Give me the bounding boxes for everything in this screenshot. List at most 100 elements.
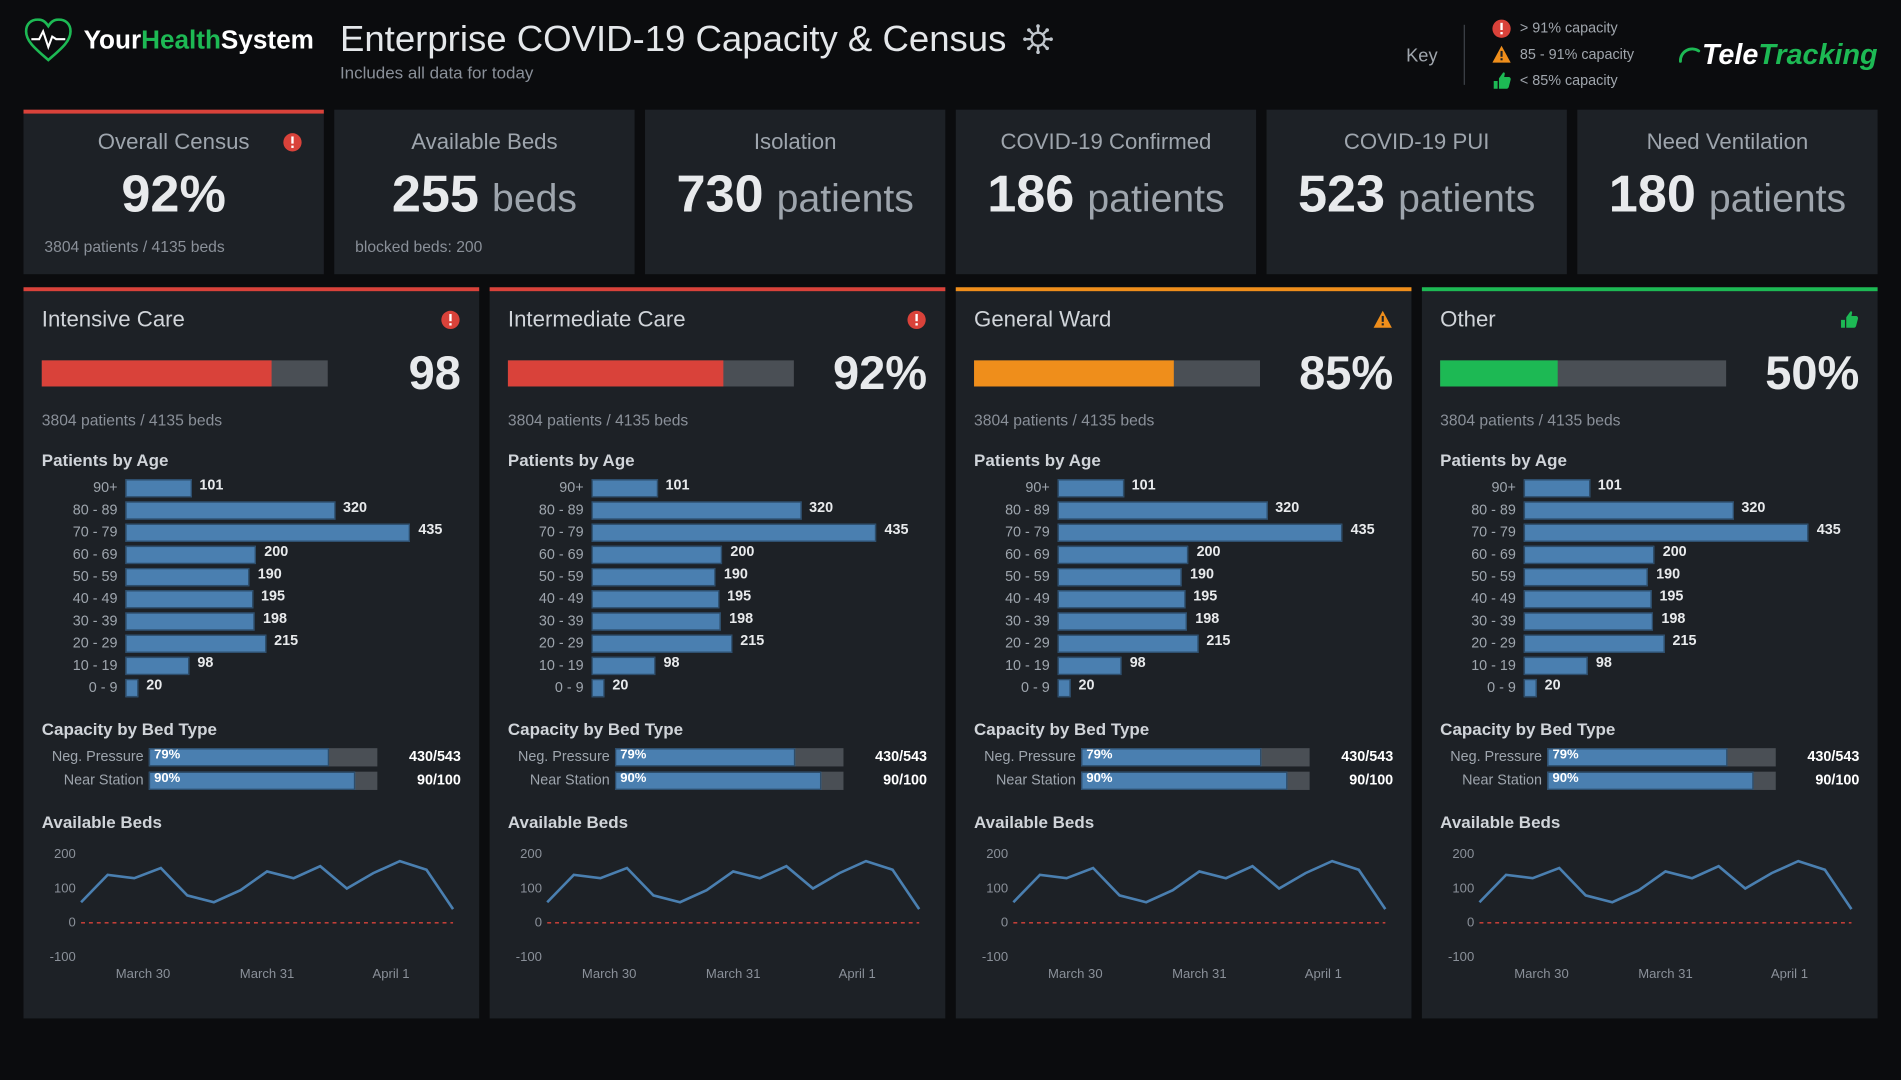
age-row-label: 40 - 49 — [42, 591, 126, 607]
age-row-label: 30 - 39 — [974, 614, 1058, 630]
age-row-value: 20 — [612, 678, 628, 694]
age-row: 40 - 49 195 — [974, 589, 1393, 610]
age-row: 50 - 59 190 — [974, 567, 1393, 588]
age-row-label: 50 - 59 — [1440, 569, 1524, 585]
section-capacity-title: Capacity by Bed Type — [1440, 719, 1859, 739]
alert-green-icon — [1838, 309, 1859, 330]
age-row-label: 90+ — [42, 480, 126, 496]
age-row-label: 60 - 69 — [42, 547, 126, 563]
capacity-row-value: 90/100 — [377, 773, 461, 789]
arc-icon — [1678, 43, 1702, 67]
svg-text:March 31: March 31 — [1172, 966, 1227, 981]
stat-card-value: 186patients — [987, 166, 1224, 225]
legend-item-text: 85 - 91% capacity — [1520, 47, 1634, 63]
age-row: 60 - 69 200 — [508, 544, 927, 565]
age-row: 90+ 101 — [974, 478, 1393, 499]
age-row-bar — [1524, 546, 1655, 564]
age-row: 30 - 39 198 — [1440, 611, 1859, 632]
age-row-bar — [591, 524, 876, 542]
svg-text:200: 200 — [986, 846, 1008, 861]
ward-subtext: 3804 patients / 4135 beds — [508, 411, 927, 429]
age-row-value: 98 — [1130, 655, 1146, 671]
age-row-bar — [125, 568, 250, 586]
age-row-bar — [591, 501, 801, 519]
age-row-label: 10 - 19 — [42, 658, 126, 674]
age-row: 30 - 39 198 — [974, 611, 1393, 632]
age-row-value: 195 — [1193, 589, 1217, 605]
age-row-bar — [125, 524, 410, 542]
stat-card-title: COVID-19 Confirmed — [977, 129, 1236, 155]
age-row-value: 215 — [274, 633, 298, 649]
age-row: 50 - 59 190 — [508, 567, 927, 588]
stat-card-footer: blocked beds: 200 — [355, 238, 614, 256]
legend-item-text: > 91% capacity — [1520, 21, 1618, 37]
svg-text:200: 200 — [54, 846, 76, 861]
svg-text:April 1: April 1 — [1305, 966, 1342, 981]
age-row-label: 10 - 19 — [508, 658, 592, 674]
capacity-row: Near Station 90% 90/100 — [974, 770, 1393, 791]
svg-text:-100: -100 — [50, 949, 76, 964]
svg-text:100: 100 — [54, 880, 76, 895]
age-row-label: 70 - 79 — [42, 525, 126, 541]
age-row: 20 - 29 215 — [42, 633, 461, 654]
capacity-row-value: 430/543 — [843, 749, 927, 765]
age-row-bar — [1524, 590, 1652, 608]
age-row: 60 - 69 200 — [42, 544, 461, 565]
stats-row: Overall Census 92% 3804 patients / 4135 … — [24, 110, 1878, 275]
age-row-value: 98 — [1596, 655, 1612, 671]
capacity-row: Neg. Pressure 79% 430/543 — [974, 747, 1393, 768]
age-row-bar — [591, 657, 655, 675]
divider — [1464, 25, 1465, 85]
svg-text:0: 0 — [1467, 915, 1474, 930]
stat-card-value: 180patients — [1609, 166, 1846, 225]
age-row-label: 80 - 89 — [508, 503, 592, 519]
age-row-bar — [1524, 524, 1809, 542]
ward-capacity-bar — [508, 360, 794, 386]
available-beds-chart: -1000100200 March 30March 31April 1 — [1440, 840, 1859, 984]
ward-panel: Other 50% 3804 patients / 4135 beds Pati… — [1422, 287, 1878, 1018]
svg-text:March 31: March 31 — [1638, 966, 1693, 981]
age-row-bar — [591, 546, 722, 564]
age-row-label: 90+ — [974, 480, 1058, 496]
age-row-value: 198 — [263, 611, 287, 627]
age-row: 0 - 9 20 — [1440, 678, 1859, 699]
stat-card-value: 523patients — [1298, 166, 1535, 225]
age-row-label: 30 - 39 — [1440, 614, 1524, 630]
age-row-value: 320 — [1275, 500, 1299, 516]
age-row-label: 60 - 69 — [1440, 547, 1524, 563]
alert-green-icon — [1491, 71, 1512, 92]
alert-red-icon — [906, 309, 927, 330]
age-row-value: 198 — [729, 611, 753, 627]
age-row-value: 200 — [1663, 544, 1687, 560]
capacity-row-pct: 79% — [620, 748, 646, 762]
svg-text:0: 0 — [69, 915, 76, 930]
logo-text: YourHealthSystem — [84, 25, 314, 55]
age-row-label: 10 - 19 — [974, 658, 1058, 674]
age-row: 30 - 39 198 — [508, 611, 927, 632]
age-row-label: 50 - 59 — [42, 569, 126, 585]
age-row-label: 0 - 9 — [1440, 680, 1524, 696]
capacity-row: Neg. Pressure 79% 430/543 — [508, 747, 927, 768]
age-row: 40 - 49 195 — [1440, 589, 1859, 610]
age-row: 20 - 29 215 — [974, 633, 1393, 654]
age-row: 80 - 89 320 — [508, 500, 927, 521]
capacity-row-label: Neg. Pressure — [1440, 749, 1547, 765]
age-row-bar — [591, 679, 604, 697]
age-row: 40 - 49 195 — [508, 589, 927, 610]
capacity-row: Near Station 90% 90/100 — [508, 770, 927, 791]
age-row-value: 20 — [1079, 678, 1095, 694]
age-row-label: 40 - 49 — [974, 591, 1058, 607]
ward-title: Intermediate Care — [508, 307, 686, 333]
age-row-bar — [1058, 501, 1268, 519]
age-row-value: 195 — [727, 589, 751, 605]
capacity-row-value: 90/100 — [1310, 773, 1394, 789]
age-row-label: 40 - 49 — [508, 591, 592, 607]
capacity-row-value: 90/100 — [1776, 773, 1860, 789]
age-row-value: 200 — [1197, 544, 1221, 560]
age-row: 70 - 79 435 — [1440, 522, 1859, 543]
age-row: 70 - 79 435 — [974, 522, 1393, 543]
svg-text:March 31: March 31 — [240, 966, 295, 981]
capacity-row: Neg. Pressure 79% 430/543 — [42, 747, 461, 768]
section-age-title: Patients by Age — [1440, 450, 1859, 470]
age-row-bar — [125, 590, 253, 608]
